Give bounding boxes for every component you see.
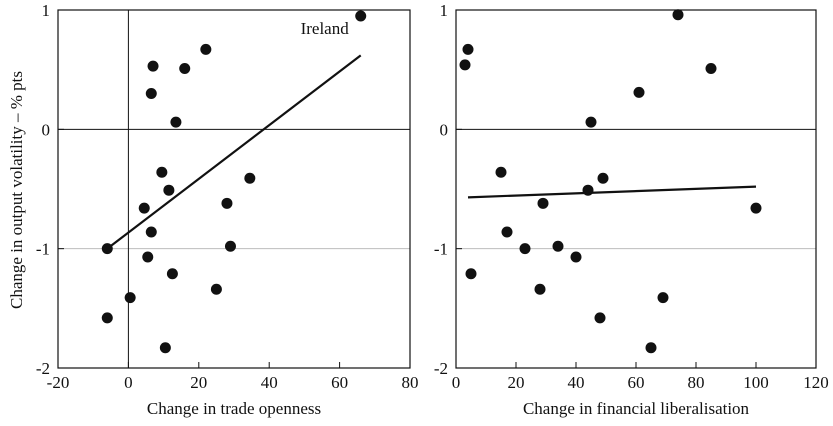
data-point (501, 226, 513, 238)
data-point (210, 283, 222, 295)
data-point (163, 184, 175, 196)
x-tick-label: 60 (628, 373, 645, 392)
x-tick-label: 40 (568, 373, 585, 392)
data-point (170, 116, 182, 128)
data-point (582, 184, 594, 196)
chart-panel-1: -20 0 20 40 60 80 1 0 -1 -2 Change in trade openne… (36, 1, 419, 418)
data-point (594, 312, 606, 324)
chart-panel-2: 0 20 40 60 80 100 120 1 0 -1 -2 Change in financial… (434, 1, 829, 418)
data-point (465, 268, 477, 280)
plot-frame (455, 9, 817, 369)
data-point (147, 60, 159, 72)
data-point (705, 62, 717, 74)
data-point (657, 292, 669, 304)
data-point (355, 10, 367, 22)
data-point (633, 86, 645, 98)
trend-line (106, 54, 362, 250)
data-point (166, 268, 178, 280)
x-tick-label: 0 (124, 373, 133, 392)
data-point (645, 342, 657, 354)
point-annotation: Ireland (301, 19, 350, 38)
data-point (462, 43, 474, 55)
y-tick-label: 0 (440, 120, 449, 139)
data-point (224, 240, 236, 252)
data-point (570, 251, 582, 263)
x-axis-title: Change in trade openness (147, 399, 321, 418)
data-point (534, 283, 546, 295)
data-point (101, 312, 113, 324)
x-tick-label: 0 (452, 373, 461, 392)
data-point (459, 59, 471, 71)
data-point (145, 226, 157, 238)
y-tick-label: 1 (440, 1, 449, 20)
y-tick-label: -2 (36, 359, 50, 378)
data-point (244, 172, 256, 184)
data-point (138, 202, 150, 214)
data-point (585, 116, 597, 128)
y-tick-label: 0 (42, 120, 51, 139)
data-point (552, 240, 564, 252)
x-tick-label: 20 (508, 373, 525, 392)
data-point (156, 166, 168, 178)
y-tick-label: 1 (42, 1, 51, 20)
x-tick-label: 60 (331, 373, 348, 392)
data-point (221, 197, 233, 209)
x-tick-label: 80 (688, 373, 705, 392)
data-point (597, 172, 609, 184)
data-point (159, 342, 171, 354)
x-tick-label: 40 (261, 373, 278, 392)
trend-line (467, 185, 757, 199)
data-point (142, 251, 154, 263)
data-point (124, 292, 136, 304)
x-tick-label: 100 (743, 373, 769, 392)
x-tick-label: 20 (190, 373, 207, 392)
y-axis-title: Change in output volatility – % pts (7, 71, 26, 309)
y-tick-label: -2 (434, 359, 448, 378)
data-point (519, 243, 531, 255)
y-tick-label: -1 (434, 240, 448, 259)
data-point (200, 43, 212, 55)
data-point (179, 62, 191, 74)
x-axis-title: Change in financial liberalisation (523, 399, 750, 418)
x-tick-label: 120 (803, 373, 829, 392)
x-tick-label: 80 (402, 373, 419, 392)
data-point (750, 202, 762, 214)
data-point (495, 166, 507, 178)
data-point (101, 243, 113, 255)
data-point (145, 88, 157, 100)
data-point (672, 9, 684, 21)
y-tick-label: -1 (36, 240, 50, 259)
plot-frame (57, 9, 411, 369)
data-point (537, 197, 549, 209)
x-tick-label: -20 (47, 373, 70, 392)
